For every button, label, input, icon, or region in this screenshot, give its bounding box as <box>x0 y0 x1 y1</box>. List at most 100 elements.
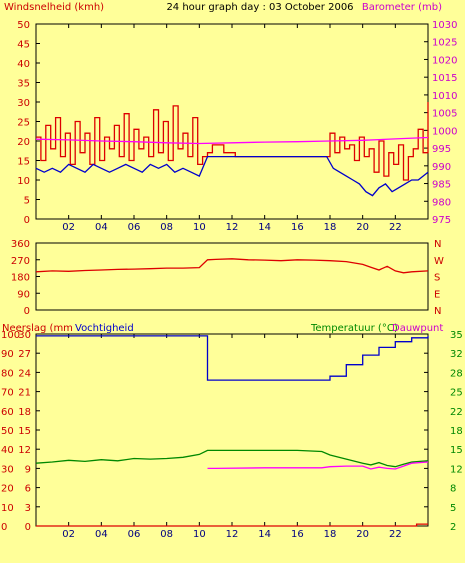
humidity-line <box>36 335 429 381</box>
y-right-tick-label: 1005 <box>432 109 457 120</box>
panel3-frame <box>35 333 429 527</box>
temperature-tick-label: 5 <box>450 503 456 514</box>
rain-tick-label: 12 <box>18 445 31 456</box>
compass-direction-label: W <box>434 256 444 267</box>
direction-degree-label: 90 <box>17 289 30 300</box>
y-right-tick-label: 985 <box>432 180 451 191</box>
y-right-tick-label: 995 <box>432 144 451 155</box>
x-tick-label: 16 <box>291 222 304 233</box>
temperature-tick-label: 25 <box>450 388 463 399</box>
temperature-axis-label: Temperatuur (°C) <box>310 323 398 334</box>
compass-direction-label: N <box>434 239 441 250</box>
direction-degree-label: 180 <box>11 273 30 284</box>
x-tick-label: 08 <box>160 222 173 233</box>
y-left-tick-label: 40 <box>17 59 30 70</box>
y-right-tick-label: 980 <box>432 197 451 208</box>
humidity-tick-label: 10 <box>1 503 14 514</box>
rain-tick-label: 6 <box>25 484 31 495</box>
y-left-tick-label: 20 <box>17 137 30 148</box>
humidity-tick-label: 0 <box>1 522 7 533</box>
temperature-tick-label: 18 <box>450 426 463 437</box>
x-tick-label: 18 <box>324 222 337 233</box>
humidity-tick-label: 70 <box>1 388 14 399</box>
temperature-tick-label: 22 <box>450 407 463 418</box>
direction-degree-label: 270 <box>11 256 30 267</box>
rain-tick-label: 27 <box>18 349 31 360</box>
humidity-tick-label: 50 <box>1 426 14 437</box>
humidity-tick-label: 90 <box>1 349 14 360</box>
x-tick-label: 10 <box>193 222 206 233</box>
chart-title: 24 hour graph day : 03 October 2006 <box>166 2 353 13</box>
x-tick-label: 22 <box>389 529 402 540</box>
x-tick-label: 18 <box>324 529 337 540</box>
x-tick-label: 04 <box>95 222 108 233</box>
y-right-tick-label: 1000 <box>432 126 457 137</box>
x-tick-label: 14 <box>258 529 271 540</box>
x-tick-label: 10 <box>193 529 206 540</box>
wind-direction-line <box>35 258 429 274</box>
rain-axis-label: Neerslag (mm <box>2 323 73 334</box>
y-right-tick-label: 1015 <box>432 73 457 84</box>
rain-tick-label: 9 <box>25 464 31 475</box>
y-right-tick-label: 1010 <box>432 91 457 102</box>
x-tick-label: 16 <box>291 529 304 540</box>
temperature-tick-label: 12 <box>450 464 463 475</box>
y-left-tick-label: 10 <box>17 176 30 187</box>
temperature-tick-label: 35 <box>450 330 463 341</box>
y-left-tick-label: 30 <box>17 98 30 109</box>
rain-tick-label: 15 <box>18 426 31 437</box>
x-tick-label: 12 <box>226 222 239 233</box>
humidity-tick-label: 20 <box>1 484 14 495</box>
x-tick-label: 20 <box>356 222 369 233</box>
wind-avg-line <box>35 155 429 197</box>
x-tick-label: 14 <box>258 222 271 233</box>
temperature-tick-label: 15 <box>450 445 463 456</box>
humidity-tick-label: 40 <box>1 445 14 456</box>
rain-tick-label: 30 <box>18 330 31 341</box>
y-left-tick-label: 45 <box>17 40 30 51</box>
x-tick-label: 06 <box>128 529 141 540</box>
humidity-axis-label: Vochtigheid <box>75 323 134 334</box>
y-right-tick-label: 1025 <box>432 38 457 49</box>
humidity-tick-label: 100 <box>1 330 20 341</box>
x-tick-label: 02 <box>62 222 75 233</box>
direction-degree-label: 0 <box>24 306 30 317</box>
rainfall-line <box>36 523 428 527</box>
temperature-line <box>35 449 429 468</box>
rain-tick-label: 18 <box>18 407 31 418</box>
y-left-tick-label: 50 <box>17 20 30 31</box>
y-left-tick-label: 35 <box>17 79 30 90</box>
barometer-line <box>35 136 429 145</box>
y-left-tick-label: 0 <box>24 215 30 226</box>
x-tick-label: 20 <box>356 529 369 540</box>
humidity-tick-label: 60 <box>1 407 14 418</box>
wind-speed-line <box>36 102 429 181</box>
rain-tick-label: 3 <box>25 503 31 514</box>
x-tick-label: 22 <box>389 222 402 233</box>
direction-degree-label: 360 <box>11 239 30 250</box>
compass-direction-label: N <box>434 306 441 317</box>
x-tick-label: 12 <box>226 529 239 540</box>
rain-humidity-temperature-panel: Neerslag (mm Vochtigheid Temperatuur (°C… <box>1 323 463 540</box>
x-tick-label: 08 <box>160 529 173 540</box>
temperature-tick-label: 8 <box>450 484 456 495</box>
compass-direction-label: S <box>434 273 440 284</box>
dewpoint-axis-label: Dauwpunt <box>392 323 443 334</box>
y-left-tick-label: 5 <box>24 196 30 207</box>
header-right-label: Barometer (mb) <box>362 2 442 13</box>
header-left-label: Windsnelheid (kmh) <box>4 2 104 13</box>
compass-direction-label: E <box>434 289 440 300</box>
rain-tick-label: 0 <box>25 522 31 533</box>
temperature-tick-label: 28 <box>450 368 463 379</box>
y-right-tick-label: 990 <box>432 162 451 173</box>
rain-tick-label: 24 <box>18 368 31 379</box>
humidity-tick-label: 80 <box>1 368 14 379</box>
y-right-tick-label: 1020 <box>432 55 457 66</box>
temperature-tick-label: 2 <box>450 522 456 533</box>
humidity-tick-label: 30 <box>1 464 14 475</box>
temperature-tick-label: 32 <box>450 349 463 360</box>
y-left-tick-label: 25 <box>17 118 30 129</box>
y-left-tick-label: 15 <box>17 157 30 168</box>
